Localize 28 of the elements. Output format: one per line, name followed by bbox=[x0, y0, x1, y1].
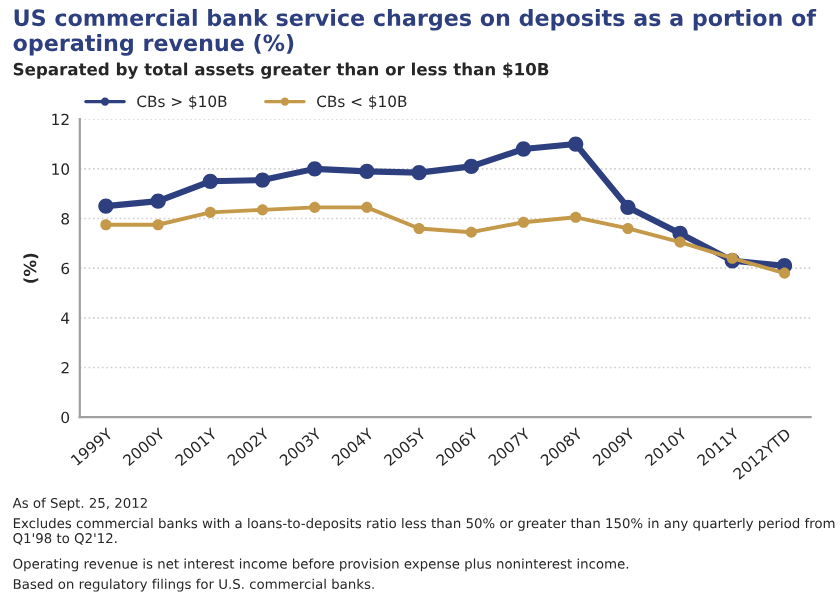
point bbox=[463, 158, 479, 175]
point bbox=[256, 204, 269, 216]
point bbox=[150, 193, 166, 209]
point bbox=[309, 201, 321, 213]
point bbox=[517, 216, 530, 228]
point bbox=[202, 173, 218, 189]
point bbox=[254, 172, 271, 188]
point bbox=[620, 199, 636, 215]
point bbox=[100, 219, 112, 231]
point bbox=[465, 226, 477, 238]
point bbox=[674, 236, 686, 248]
point bbox=[361, 201, 373, 213]
point bbox=[622, 222, 634, 235]
point bbox=[726, 252, 738, 264]
point bbox=[568, 136, 584, 152]
point bbox=[413, 222, 425, 235]
point bbox=[778, 267, 791, 279]
point bbox=[515, 141, 532, 157]
chart-title: US commercial bank service charges on deposits as a portion of operating revenue (%) bbox=[13, 8, 817, 56]
point bbox=[152, 219, 164, 231]
point bbox=[570, 211, 582, 223]
point bbox=[307, 161, 323, 177]
point bbox=[411, 164, 427, 181]
y-axis-title: (%) bbox=[23, 253, 39, 283]
chart-subtitle: Separated by total assets greater than or less than $10B bbox=[13, 62, 549, 79]
point bbox=[359, 163, 375, 179]
point bbox=[98, 198, 114, 214]
point bbox=[204, 206, 216, 218]
